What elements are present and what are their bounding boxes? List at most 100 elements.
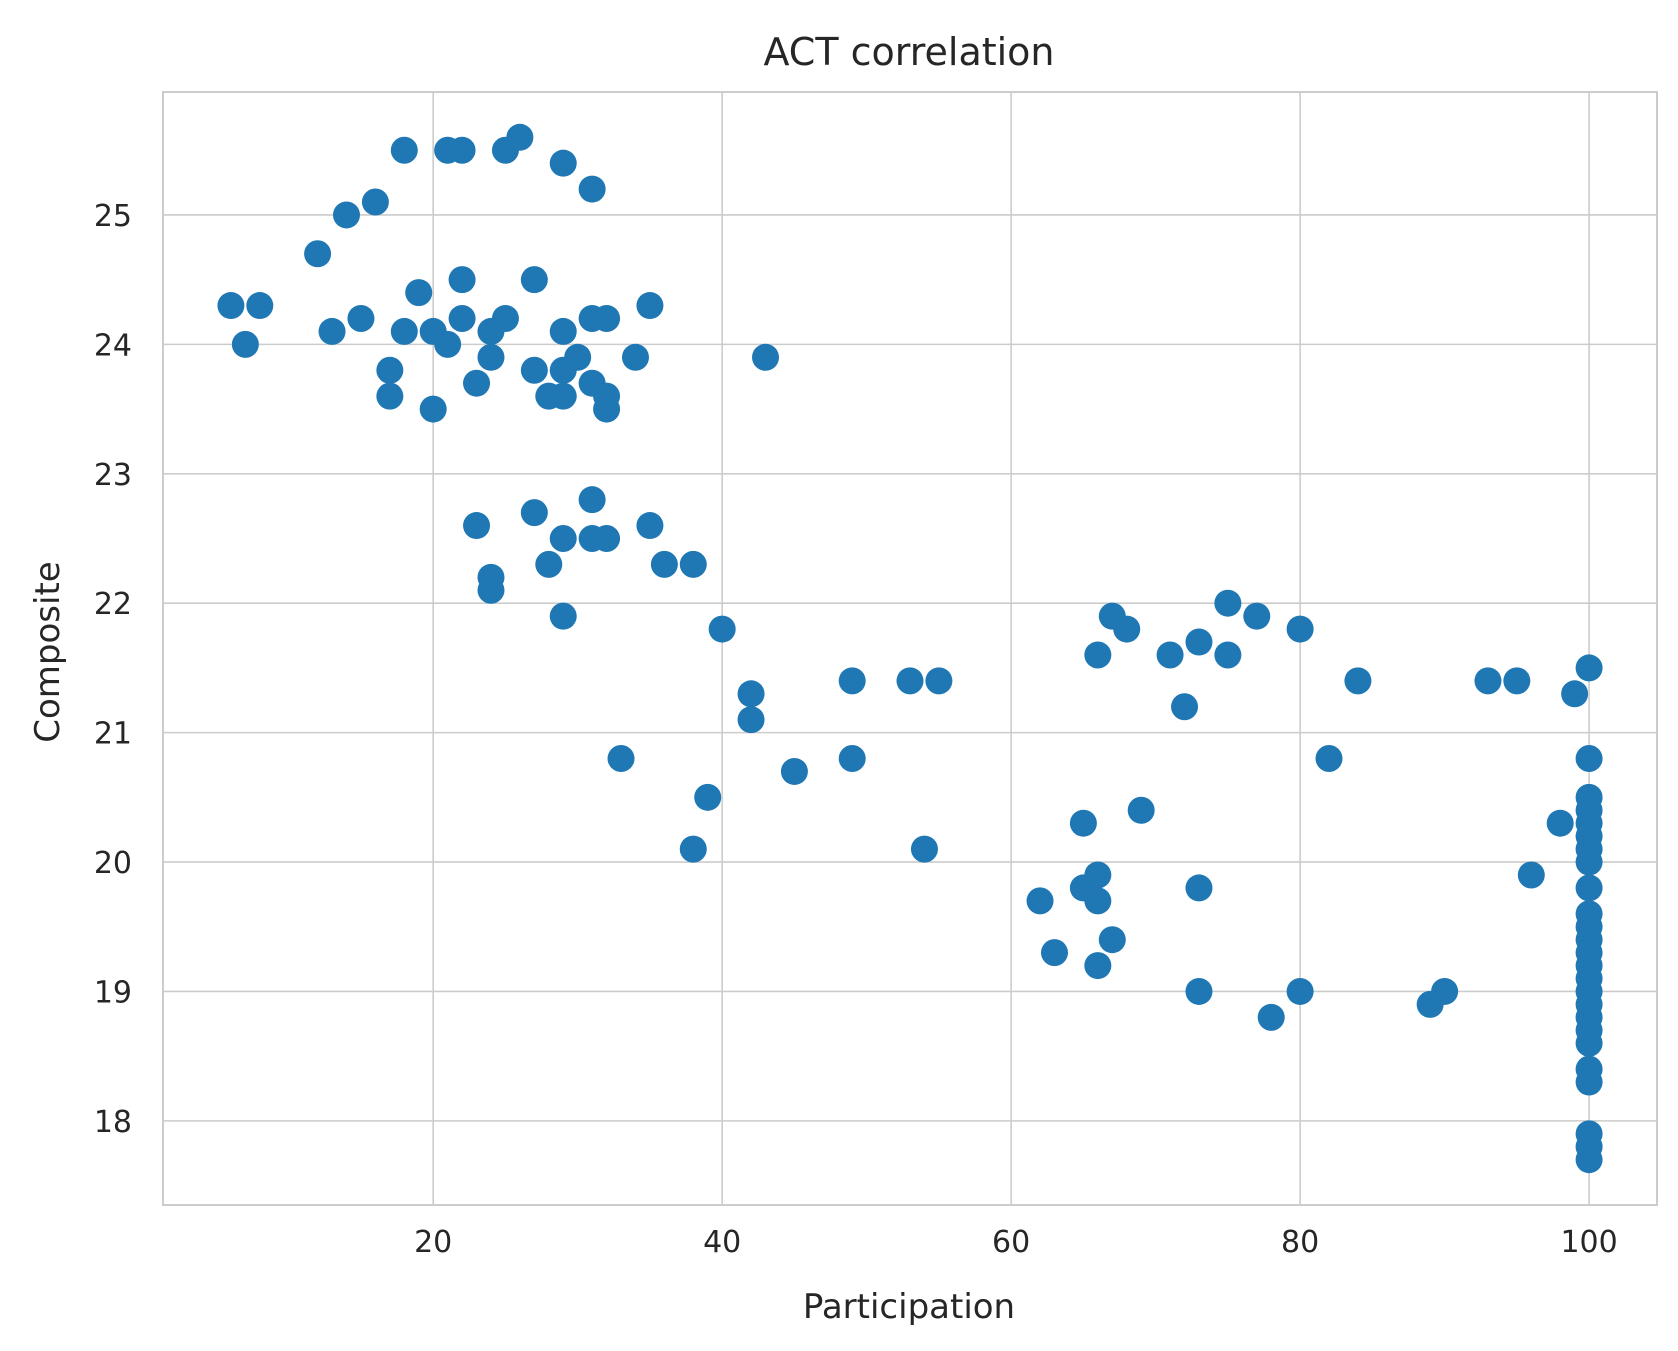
scatter-point: [477, 343, 505, 371]
scatter-point: [477, 576, 505, 604]
scatter-point: [1575, 874, 1603, 902]
scatter-point: [304, 240, 332, 268]
scatter-point: [1171, 693, 1199, 721]
x-tick-label: 60: [992, 1225, 1030, 1260]
scatter-point: [1561, 680, 1589, 708]
scatter-point: [1546, 809, 1574, 837]
scatter-point: [1575, 848, 1603, 876]
scatter-point: [318, 317, 346, 345]
scatter-point: [1214, 589, 1242, 617]
scatter-point: [1575, 1029, 1603, 1057]
scatter-point: [1416, 990, 1444, 1018]
scatter-point: [1286, 977, 1314, 1005]
scatter-point: [1084, 952, 1112, 980]
scatter-point: [737, 706, 765, 734]
x-tick-label: 80: [1281, 1225, 1319, 1260]
scatter-point: [1040, 939, 1068, 967]
scatter-point: [621, 343, 649, 371]
scatter-point: [1503, 667, 1531, 695]
x-tick-label: 40: [703, 1225, 741, 1260]
scatter-point: [780, 757, 808, 785]
scatter-point: [1113, 615, 1141, 643]
scatter-point: [1315, 745, 1343, 773]
scatter-point: [419, 395, 447, 423]
scatter-point: [549, 602, 577, 630]
y-tick-label: 25: [94, 199, 132, 234]
scatter-point: [838, 667, 866, 695]
scatter-point: [1098, 926, 1126, 954]
scatter-point: [347, 304, 375, 332]
scatter-point: [1344, 667, 1372, 695]
x-axis-label: Participation: [803, 1287, 1015, 1327]
scatter-point: [1243, 602, 1271, 630]
scatter-point: [549, 382, 577, 410]
scatter-point: [1575, 654, 1603, 682]
scatter-point: [578, 486, 606, 514]
scatter-point: [1185, 874, 1213, 902]
scatter-point: [1156, 641, 1184, 669]
scatter-point: [405, 279, 433, 307]
scatter-point: [448, 266, 476, 294]
scatter-point: [1026, 887, 1054, 915]
scatter-point: [1286, 615, 1314, 643]
scatter-point: [752, 343, 780, 371]
tick-labels: 20 40 60 80 100 18 19 20 21 22 23 24 25: [94, 199, 1618, 1260]
scatter-point: [549, 317, 577, 345]
scatter-point: [679, 550, 707, 578]
scatter-point: [361, 188, 389, 216]
y-tick-label: 19: [94, 975, 132, 1010]
y-tick-label: 24: [94, 328, 132, 363]
scatter-point: [434, 330, 462, 358]
scatter-point: [838, 745, 866, 773]
scatter-point: [593, 304, 621, 332]
scatter-point: [463, 512, 491, 540]
scatter-point: [1069, 809, 1097, 837]
scatter-point: [376, 382, 404, 410]
scatter-point: [231, 330, 259, 358]
scatter-point: [1084, 887, 1112, 915]
scatter-point: [477, 317, 505, 345]
y-tick-label: 21: [94, 717, 132, 752]
scatter-point: [217, 292, 245, 320]
scatter-point: [650, 550, 678, 578]
scatter-point: [448, 136, 476, 164]
scatter-point: [520, 356, 548, 384]
grid: [163, 92, 1657, 1205]
y-tick-label: 22: [94, 587, 132, 622]
scatter-point: [636, 292, 664, 320]
scatter-point: [1575, 1068, 1603, 1096]
scatter-point: [332, 201, 360, 229]
scatter-point: [1474, 667, 1502, 695]
scatter-point: [1185, 977, 1213, 1005]
scatter-point: [593, 395, 621, 423]
chart-title: ACT correlation: [763, 30, 1054, 74]
y-tick-label: 18: [94, 1105, 132, 1140]
scatter-point: [896, 667, 924, 695]
y-tick-label: 23: [94, 458, 132, 493]
scatter-point: [593, 524, 621, 552]
scatter-point: [448, 304, 476, 332]
scatter-point: [708, 615, 736, 643]
scatter-point: [607, 745, 635, 773]
scatter-point: [520, 499, 548, 527]
scatter-point: [1257, 1003, 1285, 1031]
scatter-point: [910, 835, 938, 863]
scatter-point: [549, 524, 577, 552]
scatter-point: [1127, 796, 1155, 824]
scatter-point: [578, 175, 606, 203]
scatter-point: [1185, 628, 1213, 656]
scatter-point: [1575, 1146, 1603, 1174]
data-points: [217, 123, 1603, 1174]
scatter-point: [1214, 641, 1242, 669]
scatter-point: [549, 356, 577, 384]
scatter-point: [549, 149, 577, 177]
scatter-point: [520, 266, 548, 294]
scatter-point: [463, 369, 491, 397]
scatter-point: [737, 680, 765, 708]
scatter-point: [1517, 861, 1545, 889]
scatter-point: [506, 123, 534, 151]
scatter-point: [925, 667, 953, 695]
y-axis-label: Composite: [28, 561, 68, 742]
scatter-point: [376, 356, 404, 384]
